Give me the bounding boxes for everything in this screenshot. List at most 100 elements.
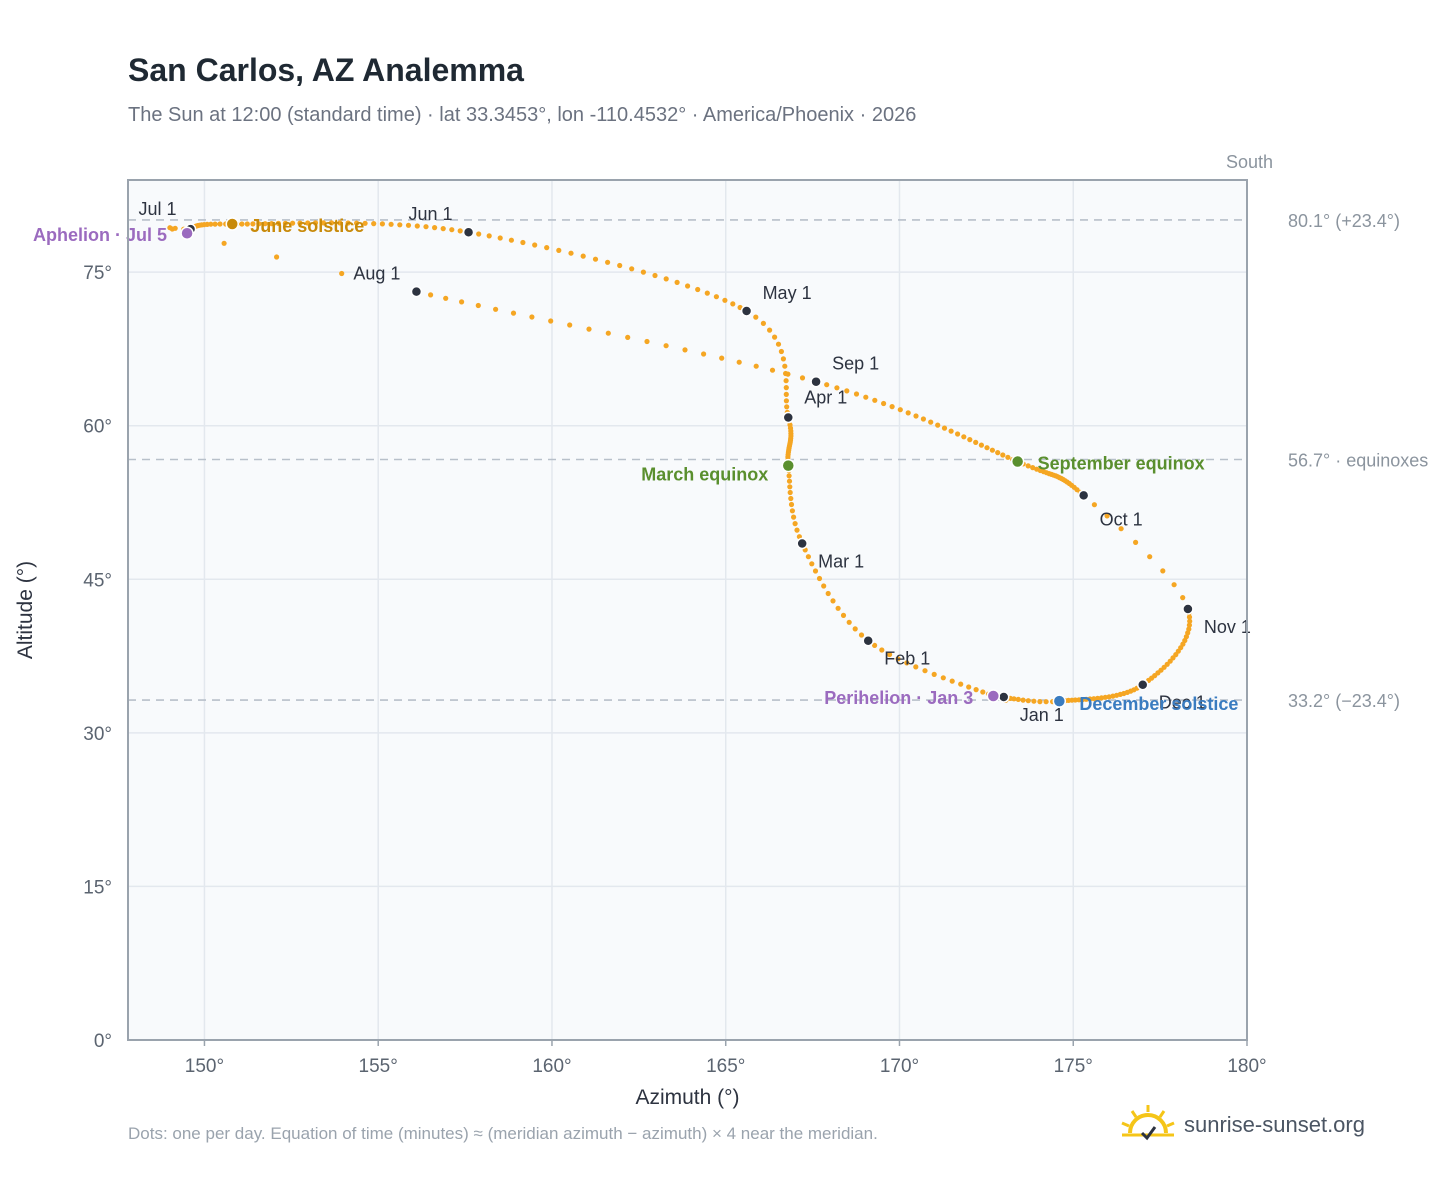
brand-name[interactable]: sunrise-sunset.org (1184, 1112, 1365, 1137)
daily-dot (432, 225, 438, 231)
daily-dot (486, 233, 492, 239)
month-marker (462, 226, 475, 238)
daily-dot (879, 647, 885, 653)
daily-dot (529, 314, 535, 320)
brand[interactable]: sunrise-sunset.org (1120, 1100, 1365, 1150)
daily-dot (605, 259, 611, 265)
daily-dot (580, 253, 586, 259)
event-label: June solstice (250, 216, 364, 236)
daily-dot (753, 363, 759, 369)
daily-dot (799, 375, 806, 381)
daily-dot (941, 425, 948, 431)
month-label: Mar 1 (818, 551, 864, 571)
daily-dot (753, 314, 759, 320)
y-tick-label: 75° (83, 263, 112, 284)
daily-dot (443, 295, 449, 301)
daily-dot (239, 221, 245, 227)
daily-dot (244, 221, 250, 227)
daily-dot (782, 363, 788, 369)
chart-subtitle: The Sun at 12:00 (standard time) · lat 3… (128, 104, 917, 126)
daily-dot (1133, 539, 1139, 546)
daily-dot (783, 385, 789, 391)
daily-dot (786, 478, 793, 484)
y-tick-label: 15° (83, 877, 112, 898)
daily-dot (788, 495, 794, 502)
daily-dot (397, 222, 403, 228)
daily-dot (629, 266, 635, 272)
month-marker (740, 305, 753, 317)
daily-dot (1037, 699, 1043, 705)
daily-dot (989, 447, 996, 453)
axes: 150° 155° 160° 165° 170° 175° 180° 0° 15° 30° 45° 6… (14, 179, 1267, 1109)
daily-dot (345, 220, 351, 226)
event-marker (225, 217, 240, 231)
daily-dot (889, 404, 895, 410)
x-tick-label: 175° (1054, 1056, 1093, 1077)
y-axis-label: Altitude (°) (14, 561, 37, 659)
month-label: Sep 1 (832, 354, 879, 374)
daily-dot (887, 651, 893, 658)
daily-dot (940, 675, 946, 681)
daily-dots (167, 220, 1193, 705)
daily-dot (685, 283, 691, 289)
daily-dot (1180, 595, 1186, 601)
daily-dot (617, 262, 623, 269)
daily-dot (1171, 582, 1177, 588)
daily-dot (775, 341, 782, 347)
daily-dot (221, 240, 227, 246)
daily-dot (784, 404, 790, 410)
daily-dot (853, 391, 860, 397)
daily-dot (792, 521, 798, 527)
daily-dot (414, 223, 420, 229)
month-label: Feb 1 (884, 649, 930, 669)
daily-dot (169, 226, 175, 232)
event-marker (781, 458, 796, 473)
daily-dot (290, 220, 296, 226)
daily-dot (544, 245, 550, 251)
daily-dot (922, 668, 928, 674)
daily-dot (663, 276, 669, 282)
daily-dot (1106, 694, 1112, 700)
daily-dot (794, 527, 800, 533)
daily-dot (787, 489, 793, 496)
daily-dot (973, 439, 979, 445)
month-label: Aug 1 (353, 264, 400, 284)
daily-dot (787, 484, 793, 490)
daily-dot (328, 220, 335, 226)
x-tick-label: 165° (706, 1056, 745, 1077)
month-label: May 1 (763, 283, 812, 303)
daily-dot (695, 286, 701, 293)
event-label: March equinox (641, 465, 768, 485)
event-label: September equinox (1038, 454, 1205, 474)
daily-dot (256, 221, 262, 227)
month-label: Nov 1 (1204, 617, 1251, 637)
daily-dot (548, 318, 554, 324)
month-marker (782, 411, 795, 424)
daily-dot (388, 221, 394, 227)
daily-dot (780, 356, 787, 362)
reference-label: 33.2° (−23.4°) (1288, 691, 1400, 711)
daily-dot (476, 231, 482, 237)
x-tick-label: 150° (185, 1056, 224, 1077)
reference-label: 56.7° · equinoxes (1288, 451, 1428, 471)
daily-dot (949, 678, 955, 684)
daily-dot (834, 385, 840, 391)
daily-dot (1147, 554, 1153, 560)
x-tick-label: 160° (532, 1056, 571, 1077)
y-tick-label: 45° (83, 570, 112, 591)
daily-dot (785, 371, 791, 377)
daily-dot (274, 254, 280, 260)
daily-dot (371, 221, 377, 227)
daily-dot (872, 397, 878, 403)
daily-dot (840, 612, 847, 619)
meridian-label: South (1226, 152, 1273, 172)
daily-dot (913, 413, 919, 419)
event-label: Perihelion · Jan 3 (824, 688, 973, 708)
daily-dot (863, 394, 869, 400)
daily-dot (897, 407, 903, 413)
daily-dot (508, 237, 514, 243)
daily-dot (379, 221, 385, 227)
daily-dot (605, 330, 611, 336)
month-marker (1182, 603, 1194, 615)
daily-dot (701, 351, 707, 357)
